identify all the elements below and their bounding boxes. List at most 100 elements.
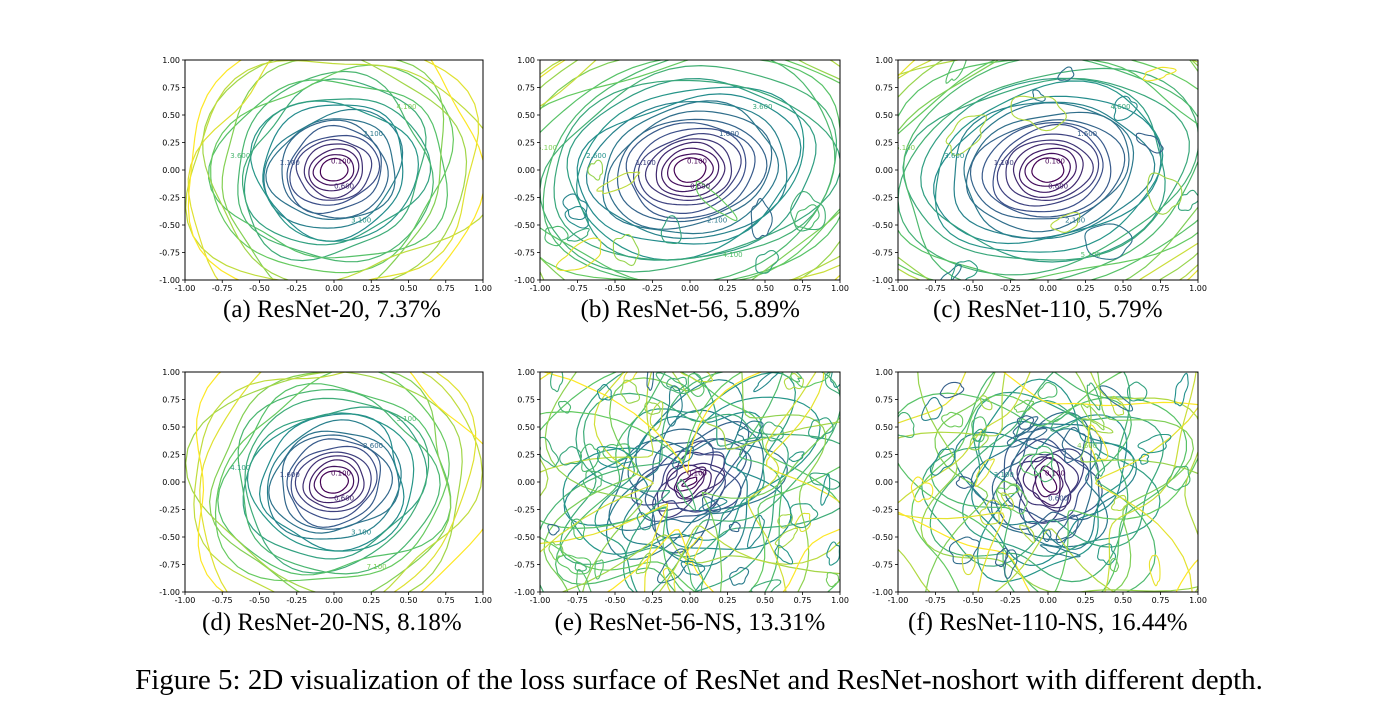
contour-level — [625, 122, 756, 219]
contour-label: 4.100 — [723, 251, 743, 259]
contour-fragment — [620, 379, 641, 404]
x-tick-label: -0.25 — [1000, 284, 1021, 293]
contour-fragment — [556, 554, 592, 575]
contour-level — [655, 141, 726, 198]
y-tick-label: 0.00 — [517, 166, 535, 175]
contour-level — [933, 95, 1162, 245]
y-tick-label: 0.00 — [517, 478, 535, 487]
x-tick-label: 0.25 — [1077, 596, 1095, 605]
contour-fragment — [945, 60, 967, 84]
contour-level — [540, 60, 840, 280]
contour-level — [930, 372, 1157, 592]
contour-level — [1024, 152, 1071, 187]
x-tick-label: 0.75 — [437, 596, 455, 605]
contour-fragment — [939, 264, 962, 280]
y-tick-label: 1.00 — [875, 368, 893, 377]
contour-level — [540, 60, 840, 280]
y-tick-label: -1.00 — [514, 276, 535, 285]
contour-fragment — [736, 420, 764, 442]
contour-level — [594, 372, 797, 592]
contour-level — [981, 122, 1112, 218]
contour-level — [214, 372, 450, 582]
x-tick-label: -0.75 — [212, 284, 233, 293]
contour-fragment — [1039, 544, 1081, 558]
contour-level — [187, 60, 480, 280]
y-tick-label: -0.25 — [514, 506, 535, 515]
contour-fragment — [566, 227, 590, 242]
contour-label: 1.100 — [636, 159, 656, 167]
contour-label: 3.100 — [994, 471, 1014, 479]
contour-fragment — [994, 547, 1009, 568]
contour-fragment — [544, 225, 569, 247]
contour-level — [1005, 139, 1094, 202]
contour-fragment — [596, 171, 641, 195]
contour-fragment — [1010, 95, 1067, 132]
contour-fragment — [746, 514, 765, 549]
contour-fragment — [753, 372, 780, 393]
contour-level — [541, 372, 840, 592]
contour-fragment — [672, 445, 694, 470]
contour-level — [637, 132, 742, 206]
x-tick-label: -0.50 — [249, 596, 270, 605]
contour-level — [262, 104, 404, 242]
x-tick-label: 1.00 — [831, 284, 849, 293]
x-tick-label: 0.00 — [1039, 284, 1057, 293]
contour-level — [540, 60, 840, 280]
contour-fragment — [1012, 416, 1039, 437]
x-tick-label: 0.00 — [325, 284, 343, 293]
x-tick-label: 1.00 — [1189, 596, 1207, 605]
contour-fragment — [809, 472, 840, 490]
contour-fragment — [1016, 415, 1035, 430]
contour-level — [436, 0, 924, 343]
contour-level — [1031, 157, 1065, 183]
contour-level — [308, 148, 360, 192]
contour-level — [917, 372, 1198, 592]
contour-level — [921, 399, 1165, 567]
x-tick-label: -0.50 — [605, 596, 626, 605]
contour-label: 4.100 — [230, 464, 250, 472]
contour-level — [996, 133, 1100, 207]
contour-level — [217, 383, 452, 576]
contour-level — [542, 60, 836, 280]
contour-fragment — [979, 395, 993, 411]
x-tick-label: -0.25 — [1000, 596, 1021, 605]
contour-fragment — [564, 205, 589, 229]
x-tick-label: 0.25 — [719, 596, 737, 605]
x-tick-label: 0.00 — [1039, 596, 1057, 605]
y-tick-label: -1.00 — [872, 588, 893, 597]
contour-fragment — [1000, 492, 1014, 510]
x-tick-label: 0.75 — [794, 596, 812, 605]
contour-fragment — [974, 458, 995, 488]
contour-lines: 0.100 0.600 1.100 1.600 2.100 2.600 3.600 4.100… — [436, 0, 924, 343]
contour-fragment — [680, 560, 706, 576]
contour-fragment — [574, 561, 587, 572]
contour-fragment — [636, 511, 652, 531]
contour-fragment — [562, 193, 588, 221]
contour-lines: 0.100 0.600 1.100 1.600 2.100 3.600 4.600 5.100… — [898, 60, 1198, 280]
contour-level — [602, 100, 780, 235]
contour-panel-a: 0.100 0.600 1.100 2.100 3.100 3.600 4.100 -1.00… — [159, 56, 492, 293]
x-tick-label: 0.25 — [362, 284, 380, 293]
contour-fragment — [1004, 549, 1018, 579]
contour-fragment — [594, 559, 604, 580]
contour-label: 1.100 — [994, 159, 1014, 167]
y-tick-label: 0.25 — [162, 139, 180, 148]
x-tick-label: -0.25 — [642, 284, 663, 293]
contour-panel-e: 0.100 -1.00 -0.75 -0.50 -0.25 0.00 0.25 0.50 0.7… — [514, 368, 849, 605]
contour-fragment — [695, 181, 738, 222]
y-tick-label: -1.00 — [872, 276, 893, 285]
contour-fragment — [596, 384, 612, 401]
contour-level — [540, 60, 840, 280]
contour-fragment — [1037, 381, 1058, 400]
contour-fragment — [1032, 89, 1046, 102]
contour-label: 5.100 — [1081, 251, 1101, 259]
contour-level — [553, 79, 840, 261]
contour-level — [246, 412, 415, 552]
contour-fragment — [555, 237, 602, 272]
contour-level — [991, 426, 1100, 530]
contour-panel-b: 0.100 0.600 1.100 1.600 2.100 2.600 3.600 4.100… — [514, 56, 849, 293]
y-tick-label: -0.50 — [872, 221, 893, 230]
contour-level — [290, 445, 378, 521]
contour-level — [898, 60, 1198, 280]
